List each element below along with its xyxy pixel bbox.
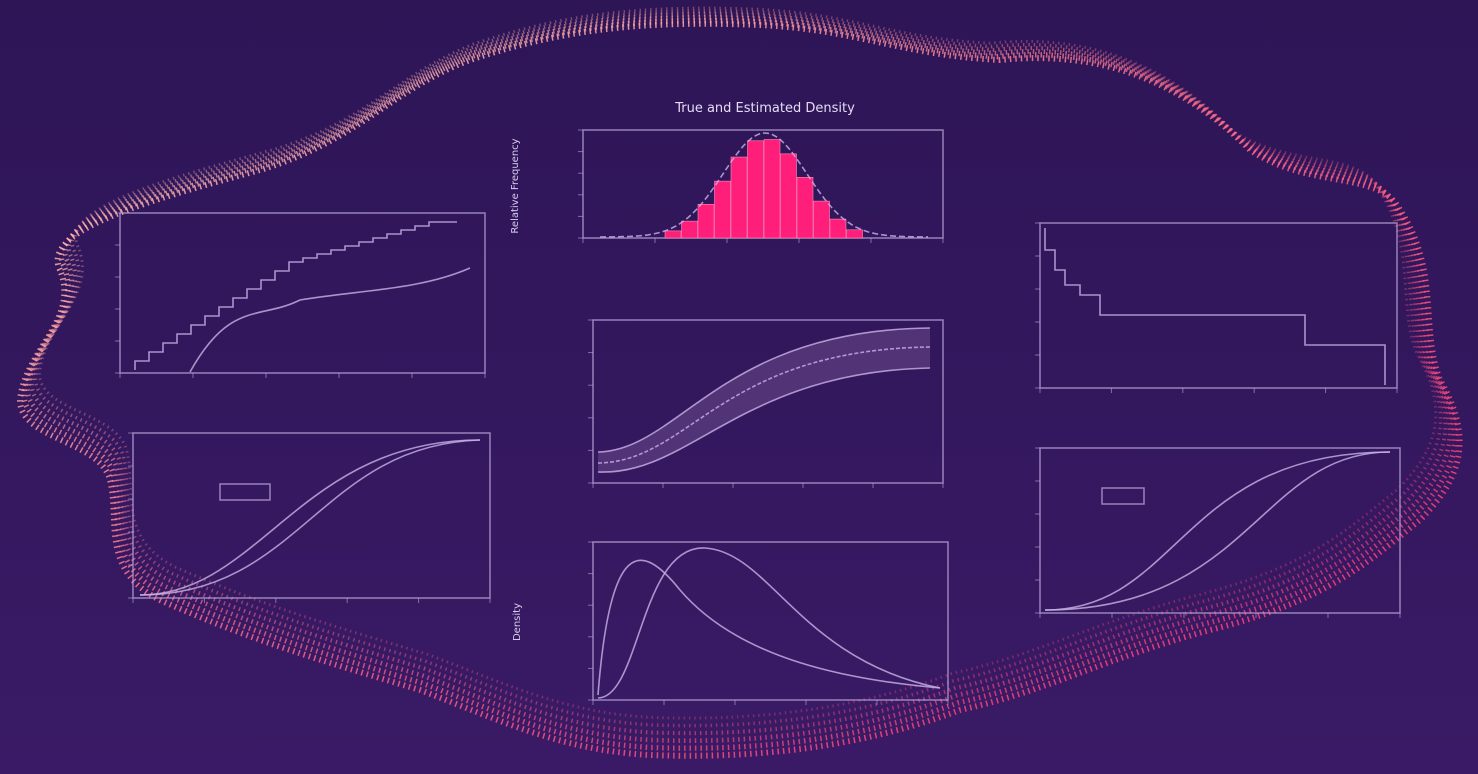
histogram-bar (697, 204, 715, 239)
density-curve (597, 559, 941, 696)
histogram-bar (763, 139, 781, 239)
fit-curve (597, 346, 931, 464)
panels (115, 129, 1401, 705)
wave-outline (29, 12, 1448, 736)
plot-frame (592, 541, 949, 701)
density-curve (597, 547, 941, 699)
plot-frame (132, 432, 491, 599)
cdf-curve (139, 439, 481, 596)
plot-frame (119, 212, 486, 374)
plot-frame (1039, 222, 1398, 389)
wave-outline (16, 20, 1463, 759)
density-curve (599, 132, 928, 238)
histogram-bar (829, 218, 847, 239)
plot-frame (1039, 447, 1401, 614)
legend-box (1101, 487, 1145, 505)
plot-frame (592, 319, 944, 484)
histogram-bar (664, 230, 682, 239)
histogram-bar (813, 200, 830, 239)
density-y-label: Density (512, 603, 523, 641)
histogram-bar (780, 153, 797, 239)
band-edge (597, 327, 931, 453)
histogram-y-label: Relative Frequency (510, 138, 521, 233)
step-curve (134, 221, 457, 370)
cdf-curve (1044, 451, 1391, 611)
legend-box (219, 483, 271, 501)
histogram-bar (730, 156, 748, 239)
histogram-bar (747, 140, 764, 239)
confidence-band (598, 328, 930, 473)
cdf-curve (1044, 451, 1391, 611)
cdf-curve (139, 439, 481, 596)
histogram-bar (846, 229, 863, 239)
histogram-bar (681, 220, 698, 239)
survival-curve (1044, 228, 1386, 385)
band-edge (597, 367, 931, 473)
histogram-bar (796, 177, 814, 239)
smooth-curve (189, 267, 471, 373)
histogram-bar (714, 180, 731, 239)
histogram-title: True and Estimated Density (674, 101, 855, 116)
